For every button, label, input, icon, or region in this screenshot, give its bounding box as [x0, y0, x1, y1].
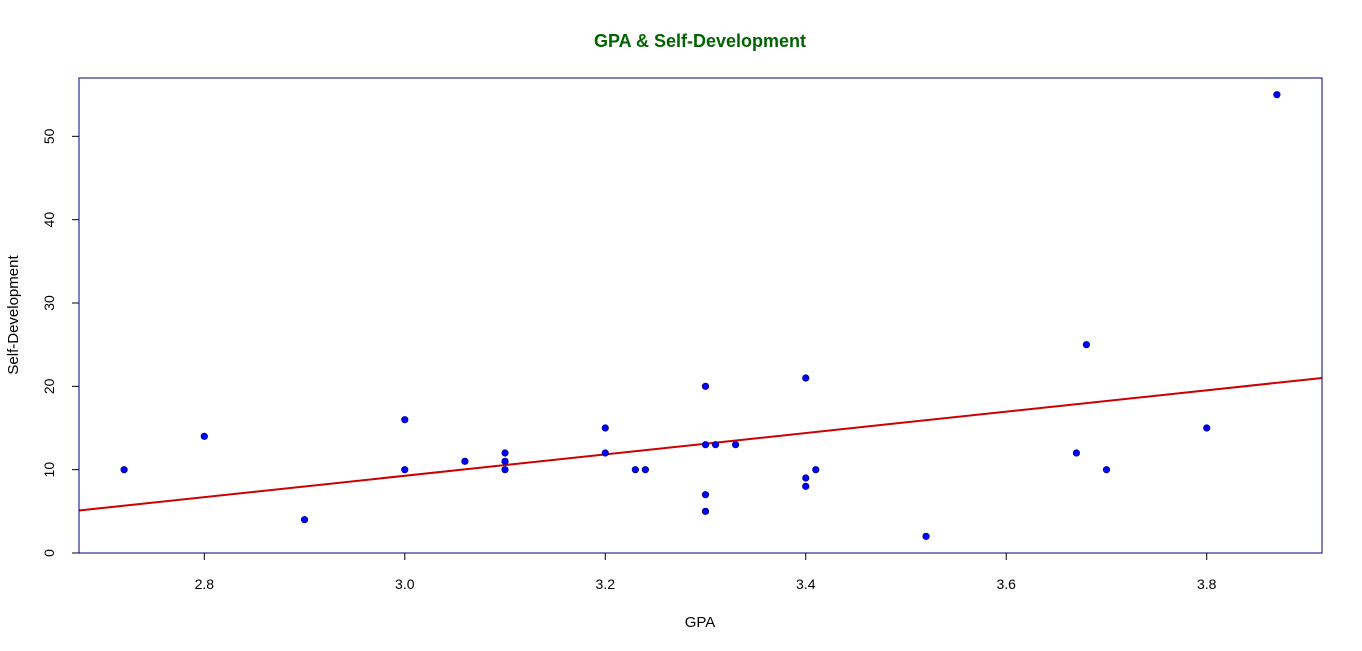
x-axis-label: GPA	[685, 614, 716, 631]
data-point	[802, 482, 810, 490]
plot-frame	[78, 77, 1323, 554]
regression-line	[78, 377, 1323, 512]
y-axis-label: Self-Development	[5, 255, 22, 375]
y-tick-label: 20	[41, 378, 57, 394]
data-point	[501, 457, 509, 465]
data-point	[641, 466, 649, 474]
data-point	[1203, 424, 1211, 432]
data-point	[601, 449, 609, 457]
data-point	[1082, 341, 1091, 349]
data-point	[501, 449, 509, 457]
data-point	[701, 507, 710, 515]
data-point	[120, 466, 128, 474]
data-point	[631, 466, 639, 474]
x-tick-label: 3.4	[796, 576, 816, 592]
y-tick-label: 40	[41, 212, 57, 228]
data-point	[461, 457, 469, 465]
data-point	[200, 432, 208, 440]
x-axis: 2.8 3.0 3.2 3.4 3.6 3.8	[195, 552, 1217, 592]
y-axis: 0 10 20 30 40 50	[41, 128, 80, 557]
data-point	[701, 382, 710, 390]
data-point	[922, 532, 930, 540]
data-point	[1072, 449, 1081, 457]
y-tick-label: 0	[41, 549, 57, 557]
y-tick-label: 10	[41, 462, 57, 478]
chart-title: GPA & Self-Development	[594, 31, 806, 51]
x-tick-label: 3.8	[1197, 576, 1217, 592]
data-point	[401, 416, 409, 424]
data-point	[1273, 91, 1281, 99]
data-point	[731, 441, 740, 449]
x-tick-label: 3.6	[997, 576, 1017, 592]
data-point	[501, 466, 509, 474]
data-point	[300, 516, 309, 524]
data-point	[601, 424, 609, 432]
data-point	[1102, 466, 1111, 474]
data-point	[802, 374, 810, 382]
y-tick-label: 30	[41, 295, 57, 311]
y-tick-label: 50	[41, 128, 57, 144]
plot-area	[78, 91, 1323, 540]
x-tick-label: 3.0	[395, 576, 415, 592]
data-point	[701, 491, 710, 499]
data-point	[711, 441, 720, 449]
data-point	[401, 466, 409, 474]
x-tick-label: 3.2	[596, 576, 616, 592]
x-tick-label: 2.8	[195, 576, 215, 592]
data-point	[812, 466, 820, 474]
data-point	[701, 441, 710, 449]
data-point	[802, 474, 810, 482]
